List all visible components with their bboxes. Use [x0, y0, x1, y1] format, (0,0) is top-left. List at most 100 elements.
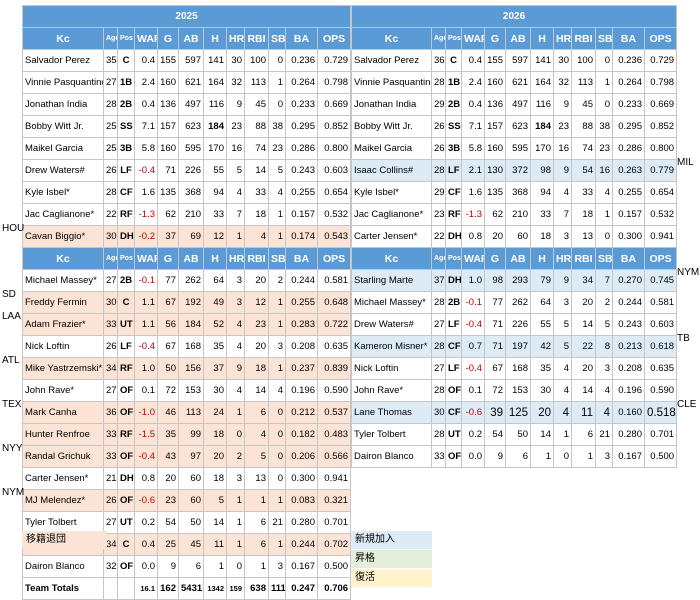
column-header-pos: Pos — [445, 247, 462, 270]
cell-ops: 0.941 — [316, 467, 352, 490]
cell-ops: 0.603 — [643, 313, 678, 336]
cell-g: 136 — [157, 93, 179, 116]
cell-age: 28 — [431, 423, 446, 446]
cell-hr: 2 — [226, 445, 245, 468]
cell-name: Randal Grichuk — [22, 445, 104, 468]
cell-ops: 0.618 — [643, 335, 678, 358]
cell-ba: 0.236 — [285, 49, 318, 72]
cell-ab: 97 — [178, 445, 204, 468]
player-row: Bobby Witt Jr. 26 SS 7.1 157 623 184 23 88 38 0.29… — [351, 115, 678, 138]
cell-h: 94 — [530, 181, 554, 204]
cell-hr: 0 — [226, 555, 245, 578]
cell-ba: 0.283 — [285, 313, 318, 336]
team-label: TEX — [2, 399, 22, 410]
cell-war: 0.4 — [134, 49, 158, 72]
cell-rbi: 6 — [244, 511, 269, 534]
cell-age: 33 — [103, 423, 118, 446]
column-header-ops: OPS — [316, 247, 352, 270]
cell-ba: 0.264 — [285, 71, 318, 94]
column-header-g: G — [484, 27, 506, 50]
total-g: 162 — [157, 577, 179, 600]
cell-pos: OF — [117, 401, 135, 424]
cell-pos: C — [445, 49, 462, 72]
cell-ba: 0.208 — [612, 357, 645, 380]
cell-h: 1 — [530, 445, 554, 468]
cell-h: 1 — [203, 555, 227, 578]
cell-war: -1.0 — [134, 401, 158, 424]
cell-name: John Rave* — [351, 379, 432, 402]
cell-war: 1.1 — [134, 313, 158, 336]
cell-ops: 0.500 — [643, 445, 678, 468]
column-header-ops: OPS — [643, 247, 678, 270]
cell-ba: 0.208 — [285, 335, 318, 358]
cell-ops: 0.500 — [316, 555, 352, 578]
cell-age: 30 — [103, 225, 118, 248]
cell-ba: 0.174 — [285, 225, 318, 248]
cell-pos: OF — [445, 379, 462, 402]
section-label: Kc — [351, 247, 432, 270]
cell-sb: 21 — [595, 423, 613, 446]
cell-ba: 0.160 — [612, 401, 645, 424]
cell-hr: 9 — [226, 357, 245, 380]
cell-age: 22 — [431, 225, 446, 248]
cell-hr: 23 — [553, 115, 572, 138]
cell-age: 23 — [431, 203, 446, 226]
cell-rbi: 14 — [571, 379, 596, 402]
cell-sb: 4 — [595, 379, 613, 402]
cell-h: 18 — [203, 423, 227, 446]
cell-pos: SS — [445, 115, 462, 138]
cell-age: 36 — [103, 401, 118, 424]
player-row: Jac Caglianone* 23 RF -1.3 62 210 33 7 18 1 0.157 0… — [351, 203, 678, 226]
cell-name: Isaac Collins# — [351, 159, 432, 182]
cell-war: -0.4 — [134, 445, 158, 468]
cell-rbi: 14 — [244, 159, 269, 182]
cell-rbi: 14 — [571, 313, 596, 336]
column-header-row: KcAgePosWARGABHHRRBISBBAOPS — [351, 247, 678, 270]
cell-ab: 60 — [178, 467, 204, 490]
cell-ba: 0.300 — [612, 225, 645, 248]
cell-ops: 0.590 — [643, 379, 678, 402]
player-row: Randal Grichuk 33 OF -0.4 43 97 20 2 5 0 0.206 0.56… — [22, 445, 352, 468]
column-header-age: Age — [431, 247, 446, 270]
column-header-war: WAR — [461, 247, 485, 270]
player-row: Kyle Isbel* 28 CF 1.6 135 368 94 4 33 4 0.255 0.654 — [22, 181, 352, 204]
total-age — [103, 577, 118, 600]
cell-pos: OF — [117, 379, 135, 402]
cell-h: 184 — [203, 115, 227, 138]
cell-age: 33 — [103, 445, 118, 468]
cell-hr: 16 — [226, 137, 245, 160]
cell-ab: 125 — [505, 401, 531, 424]
cell-sb: 1 — [268, 357, 286, 380]
cell-war: 1.0 — [461, 269, 485, 292]
cell-hr: 23 — [226, 115, 245, 138]
cell-pos: C — [117, 291, 135, 314]
cell-rbi: 20 — [244, 335, 269, 358]
cell-ab: 262 — [178, 269, 204, 292]
cell-h: 12 — [203, 225, 227, 248]
cell-ops: 0.779 — [643, 159, 678, 182]
cell-ba: 0.083 — [285, 489, 318, 512]
cell-ab: 621 — [178, 71, 204, 94]
cell-g: 72 — [484, 379, 506, 402]
cell-name: Bobby Witt Jr. — [351, 115, 432, 138]
cell-ops: 0.648 — [316, 291, 352, 314]
cell-ops: 0.941 — [643, 225, 678, 248]
cell-hr: 9 — [553, 159, 572, 182]
player-row: Drew Waters# 27 LF -0.4 71 226 55 5 14 5 0.243 0.60… — [351, 313, 678, 336]
cell-h: 49 — [203, 291, 227, 314]
cell-g: 157 — [484, 115, 506, 138]
cell-rbi: 22 — [571, 335, 596, 358]
cell-rbi: 1 — [571, 445, 596, 468]
cell-ops: 0.798 — [643, 71, 678, 94]
cell-sb: 0 — [268, 423, 286, 446]
cell-pos: RF — [117, 423, 135, 446]
cell-pos: OF — [117, 489, 135, 512]
cell-war: -0.2 — [134, 225, 158, 248]
cell-ba: 0.255 — [285, 181, 318, 204]
cell-rbi: 20 — [571, 291, 596, 314]
cell-sb: 1 — [268, 71, 286, 94]
cell-h: 164 — [203, 71, 227, 94]
cell-ba: 0.295 — [612, 115, 645, 138]
cell-rbi: 6 — [571, 423, 596, 446]
cell-h: 116 — [530, 93, 554, 116]
